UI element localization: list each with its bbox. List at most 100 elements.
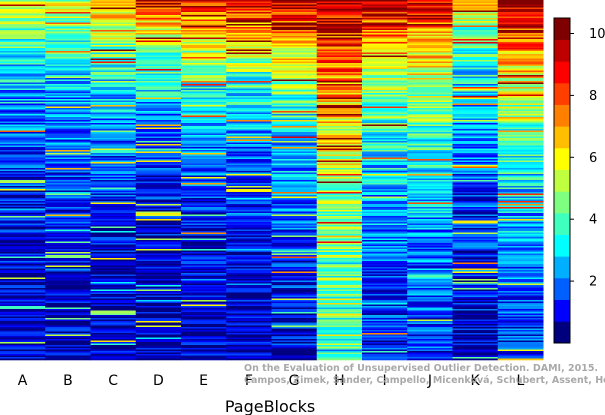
heatmap-cell xyxy=(362,282,408,284)
heatmap-cell xyxy=(0,48,46,50)
heatmap-cell xyxy=(135,318,182,320)
heatmap-cell xyxy=(452,55,499,58)
heatmap-cell xyxy=(90,321,137,323)
heatmap-cell xyxy=(407,82,453,85)
heatmap-cell xyxy=(271,99,318,101)
heatmap-cell xyxy=(135,189,182,191)
heatmap-cell xyxy=(271,184,318,187)
heatmap-cell xyxy=(407,147,453,149)
heatmap-cell xyxy=(497,334,544,337)
heatmap-cell xyxy=(90,222,137,224)
heatmap-cell xyxy=(271,279,318,281)
heatmap-cell xyxy=(135,211,182,214)
heatmap-cell xyxy=(45,339,91,341)
heatmap-cell xyxy=(0,255,46,257)
heatmap-cell xyxy=(135,3,182,5)
heatmap-cell xyxy=(181,24,227,26)
heatmap-cell xyxy=(271,130,318,133)
heatmap-cell xyxy=(181,241,227,244)
heatmap-cell xyxy=(407,349,453,352)
heatmap-cell xyxy=(90,246,137,248)
heatmap-cell xyxy=(452,153,499,155)
heatmap-cell xyxy=(452,349,499,352)
heatmap-cell xyxy=(316,316,363,319)
heatmap-cell xyxy=(45,333,91,335)
heatmap-cell xyxy=(271,192,318,194)
heatmap-cell xyxy=(271,277,318,280)
heatmap-cell xyxy=(316,150,363,152)
heatmap-cell xyxy=(181,150,227,152)
heatmap-cell xyxy=(135,345,182,347)
heatmap-cell xyxy=(497,37,544,40)
heatmap-cell xyxy=(90,187,137,190)
heatmap-cell xyxy=(45,175,91,178)
heatmap-cell xyxy=(316,210,363,212)
heatmap-cell xyxy=(362,40,408,43)
heatmap-cell xyxy=(452,309,499,311)
heatmap-cell xyxy=(316,289,363,292)
heatmap-cell xyxy=(362,15,408,17)
heatmap-cell xyxy=(316,96,363,98)
heatmap-cell xyxy=(0,271,46,274)
heatmap-cell xyxy=(0,330,46,332)
heatmap-cell xyxy=(181,126,227,128)
heatmap-cell xyxy=(271,339,318,341)
heatmap-cell xyxy=(45,0,91,2)
heatmap-cell xyxy=(362,141,408,143)
heatmap-cell xyxy=(181,18,227,20)
heatmap-cell xyxy=(362,333,408,335)
heatmap-cell xyxy=(226,151,272,154)
heatmap-cell xyxy=(135,33,182,35)
heatmap-cell xyxy=(452,46,499,49)
heatmap-cell xyxy=(497,12,544,14)
heatmap-cell xyxy=(407,45,453,47)
heatmap-cell xyxy=(271,295,318,298)
heatmap-cell xyxy=(0,33,46,35)
x-tick-label-I: I xyxy=(383,373,387,389)
heatmap-cell xyxy=(0,190,46,193)
heatmap-cell xyxy=(0,177,46,179)
heatmap-cell xyxy=(407,327,453,329)
heatmap-cell xyxy=(362,172,408,175)
heatmap-cell xyxy=(90,352,137,355)
heatmap-cell xyxy=(362,249,408,251)
heatmap-cell xyxy=(271,331,318,334)
heatmap-cell xyxy=(226,123,272,125)
heatmap-cell xyxy=(90,358,137,361)
heatmap-cell xyxy=(271,43,318,46)
heatmap-cell xyxy=(271,33,318,35)
heatmap-cell xyxy=(90,49,137,52)
heatmap-cell xyxy=(45,157,91,160)
heatmap-cell xyxy=(452,75,499,77)
heatmap-cell xyxy=(226,72,272,74)
heatmap-cell xyxy=(226,204,272,206)
heatmap-cell xyxy=(452,325,499,328)
heatmap-cell xyxy=(316,351,363,353)
heatmap-cell xyxy=(497,93,544,95)
heatmap-cell xyxy=(362,105,408,107)
heatmap-cell xyxy=(181,256,227,259)
heatmap-cell xyxy=(226,186,272,188)
heatmap-cell xyxy=(407,178,453,181)
heatmap-cell xyxy=(0,274,46,277)
heatmap-cell xyxy=(362,300,408,302)
heatmap-cell xyxy=(362,288,408,290)
heatmap-cell xyxy=(271,348,318,350)
heatmap-cell xyxy=(316,174,363,176)
heatmap-cell xyxy=(135,195,182,197)
heatmap-cell xyxy=(362,352,408,355)
heatmap-cell xyxy=(271,171,318,173)
heatmap-cell xyxy=(90,190,137,193)
heatmap-cell xyxy=(362,285,408,287)
heatmap-cell xyxy=(45,255,91,257)
heatmap-cell xyxy=(226,169,272,172)
heatmap-cell xyxy=(362,133,408,136)
heatmap-cell xyxy=(316,292,363,295)
heatmap-cell xyxy=(135,150,182,152)
heatmap-cell xyxy=(407,132,453,134)
heatmap-cell xyxy=(181,97,227,100)
heatmap-cell xyxy=(45,22,91,25)
heatmap-cell xyxy=(452,288,499,290)
heatmap-cell xyxy=(452,358,499,361)
heatmap-cell xyxy=(135,340,182,343)
